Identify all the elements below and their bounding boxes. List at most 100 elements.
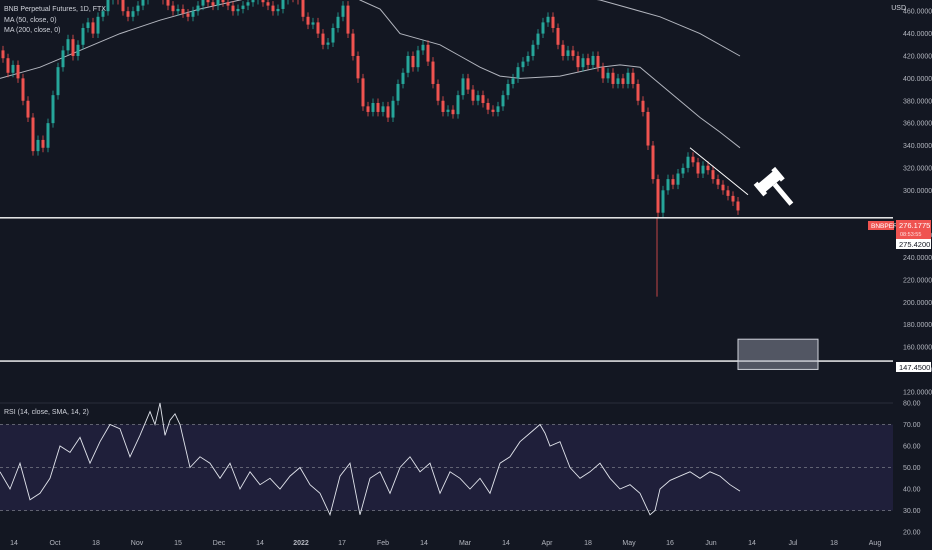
target-zone-box[interactable]	[737, 338, 819, 370]
candle-body	[731, 195, 735, 202]
time-tick-label: 14	[502, 540, 510, 547]
gavel-icon	[753, 166, 794, 206]
candle-body	[26, 100, 30, 118]
price-tick-label: 460.0000	[903, 9, 932, 16]
candle-body	[726, 190, 730, 196]
last-price-tag: BNBPERP 276.1775 08:53:55	[868, 220, 931, 239]
candle-body	[581, 58, 585, 68]
candle-body	[496, 106, 500, 112]
rsi-tick-label: 60.00	[903, 444, 921, 451]
price-tick-label: 240.0000	[903, 255, 932, 262]
candle-body	[276, 8, 280, 12]
candle-body	[736, 201, 740, 211]
candle-body	[416, 50, 420, 68]
rsi-tick-label: 80.00	[903, 401, 921, 408]
candle-body	[121, 0, 125, 12]
time-axis[interactable]: 14 Oct 18 Nov 15 Dec 14 2022 17 Feb 14 Mar 14 Apr 18 Ma…	[10, 540, 881, 547]
candle-body	[546, 16, 550, 23]
candle-body	[421, 44, 425, 51]
rsi-tick-label: 40.00	[903, 487, 921, 494]
price-tick-label: 360.0000	[903, 121, 932, 128]
price-tick-label: 340.0000	[903, 143, 932, 150]
price-panel[interactable]	[0, 0, 893, 370]
rsi-line	[0, 402, 741, 517]
rsi-legend[interactable]: RSI (14, close, SMA, 14, 2)	[4, 409, 89, 416]
ma50-legend[interactable]: MA (50, close, 0)	[4, 17, 57, 24]
candle-body	[1, 50, 5, 59]
candle-body	[371, 102, 375, 112]
candle-body	[281, 0, 285, 9]
candle-body	[566, 50, 570, 56]
candle-body	[676, 173, 680, 185]
support-1-label: 275.4200	[899, 240, 930, 249]
candle-body	[91, 22, 95, 34]
candle-body	[61, 50, 65, 68]
candle-body	[486, 102, 490, 110]
symbol-legend[interactable]: BNB Perpetual Futures, 1D, FTX	[4, 6, 106, 13]
candle-body	[391, 100, 395, 118]
time-tick-label: 14	[420, 540, 428, 547]
candle-body	[606, 72, 610, 79]
candle-body	[636, 83, 640, 101]
time-tick-label: 17	[338, 540, 346, 547]
time-tick-label: 16	[666, 540, 674, 547]
countdown-label: 08:53:55	[900, 232, 921, 238]
candle-body	[6, 58, 10, 73]
candle-body	[626, 72, 630, 84]
candle-body	[686, 156, 690, 168]
candle-body	[451, 109, 455, 115]
candle-body	[576, 55, 580, 68]
time-tick-label: 14	[10, 540, 18, 547]
symbol-tag: BNBPERP	[871, 223, 902, 230]
candle-body	[691, 156, 695, 163]
candle-body	[481, 95, 485, 103]
candle-body	[541, 22, 545, 34]
candle-body	[601, 67, 605, 79]
candle-body	[586, 58, 590, 65]
candle-body	[671, 179, 675, 185]
time-tick-label: Dec	[213, 540, 226, 547]
candle-body	[131, 11, 135, 17]
candle-body	[721, 184, 725, 191]
price-axis[interactable]: 460.0000 440.0000 420.0000 400.0000 380.0000…	[903, 9, 932, 397]
rsi-panel[interactable]	[0, 402, 893, 517]
time-tick-label: Nov	[131, 540, 144, 547]
candle-body	[356, 55, 360, 79]
candle-body	[191, 11, 195, 17]
candle-body	[246, 2, 250, 6]
candle-body	[361, 78, 365, 107]
rsi-axis[interactable]: 80.00 70.00 60.00 50.00 40.00 30.00 20.00	[903, 401, 921, 537]
candle-body	[476, 95, 480, 101]
candle-body	[526, 55, 530, 62]
last-price-label: 276.1775	[899, 221, 930, 230]
candle-body	[41, 139, 45, 148]
time-tick-label: Jul	[789, 540, 798, 547]
candle-body	[561, 44, 565, 56]
candle-body	[321, 33, 325, 45]
candle-body	[71, 39, 75, 56]
candle-body	[331, 27, 335, 43]
candle-body	[506, 83, 510, 96]
time-tick-label: 18	[92, 540, 100, 547]
candle-body	[631, 72, 635, 84]
candle-body	[531, 44, 535, 56]
time-tick-label: 15	[174, 540, 182, 547]
candle-body	[641, 100, 645, 112]
candle-body	[46, 123, 50, 148]
candle-body	[101, 11, 105, 17]
candle-body	[266, 2, 270, 6]
descending-trendline[interactable]	[689, 147, 749, 196]
ma200-legend[interactable]: MA (200, close, 0)	[4, 27, 61, 34]
time-tick-label: Mar	[459, 540, 472, 547]
candle-body	[36, 139, 40, 152]
candle-body	[221, 0, 225, 3]
candle-body	[346, 5, 350, 34]
price-tick-label: 420.0000	[903, 53, 932, 60]
candle-body	[646, 111, 650, 146]
candle-body	[711, 170, 715, 180]
candle-body	[241, 5, 245, 9]
candle-body	[396, 83, 400, 101]
candle-body	[446, 109, 450, 112]
candle-body	[141, 0, 145, 6]
